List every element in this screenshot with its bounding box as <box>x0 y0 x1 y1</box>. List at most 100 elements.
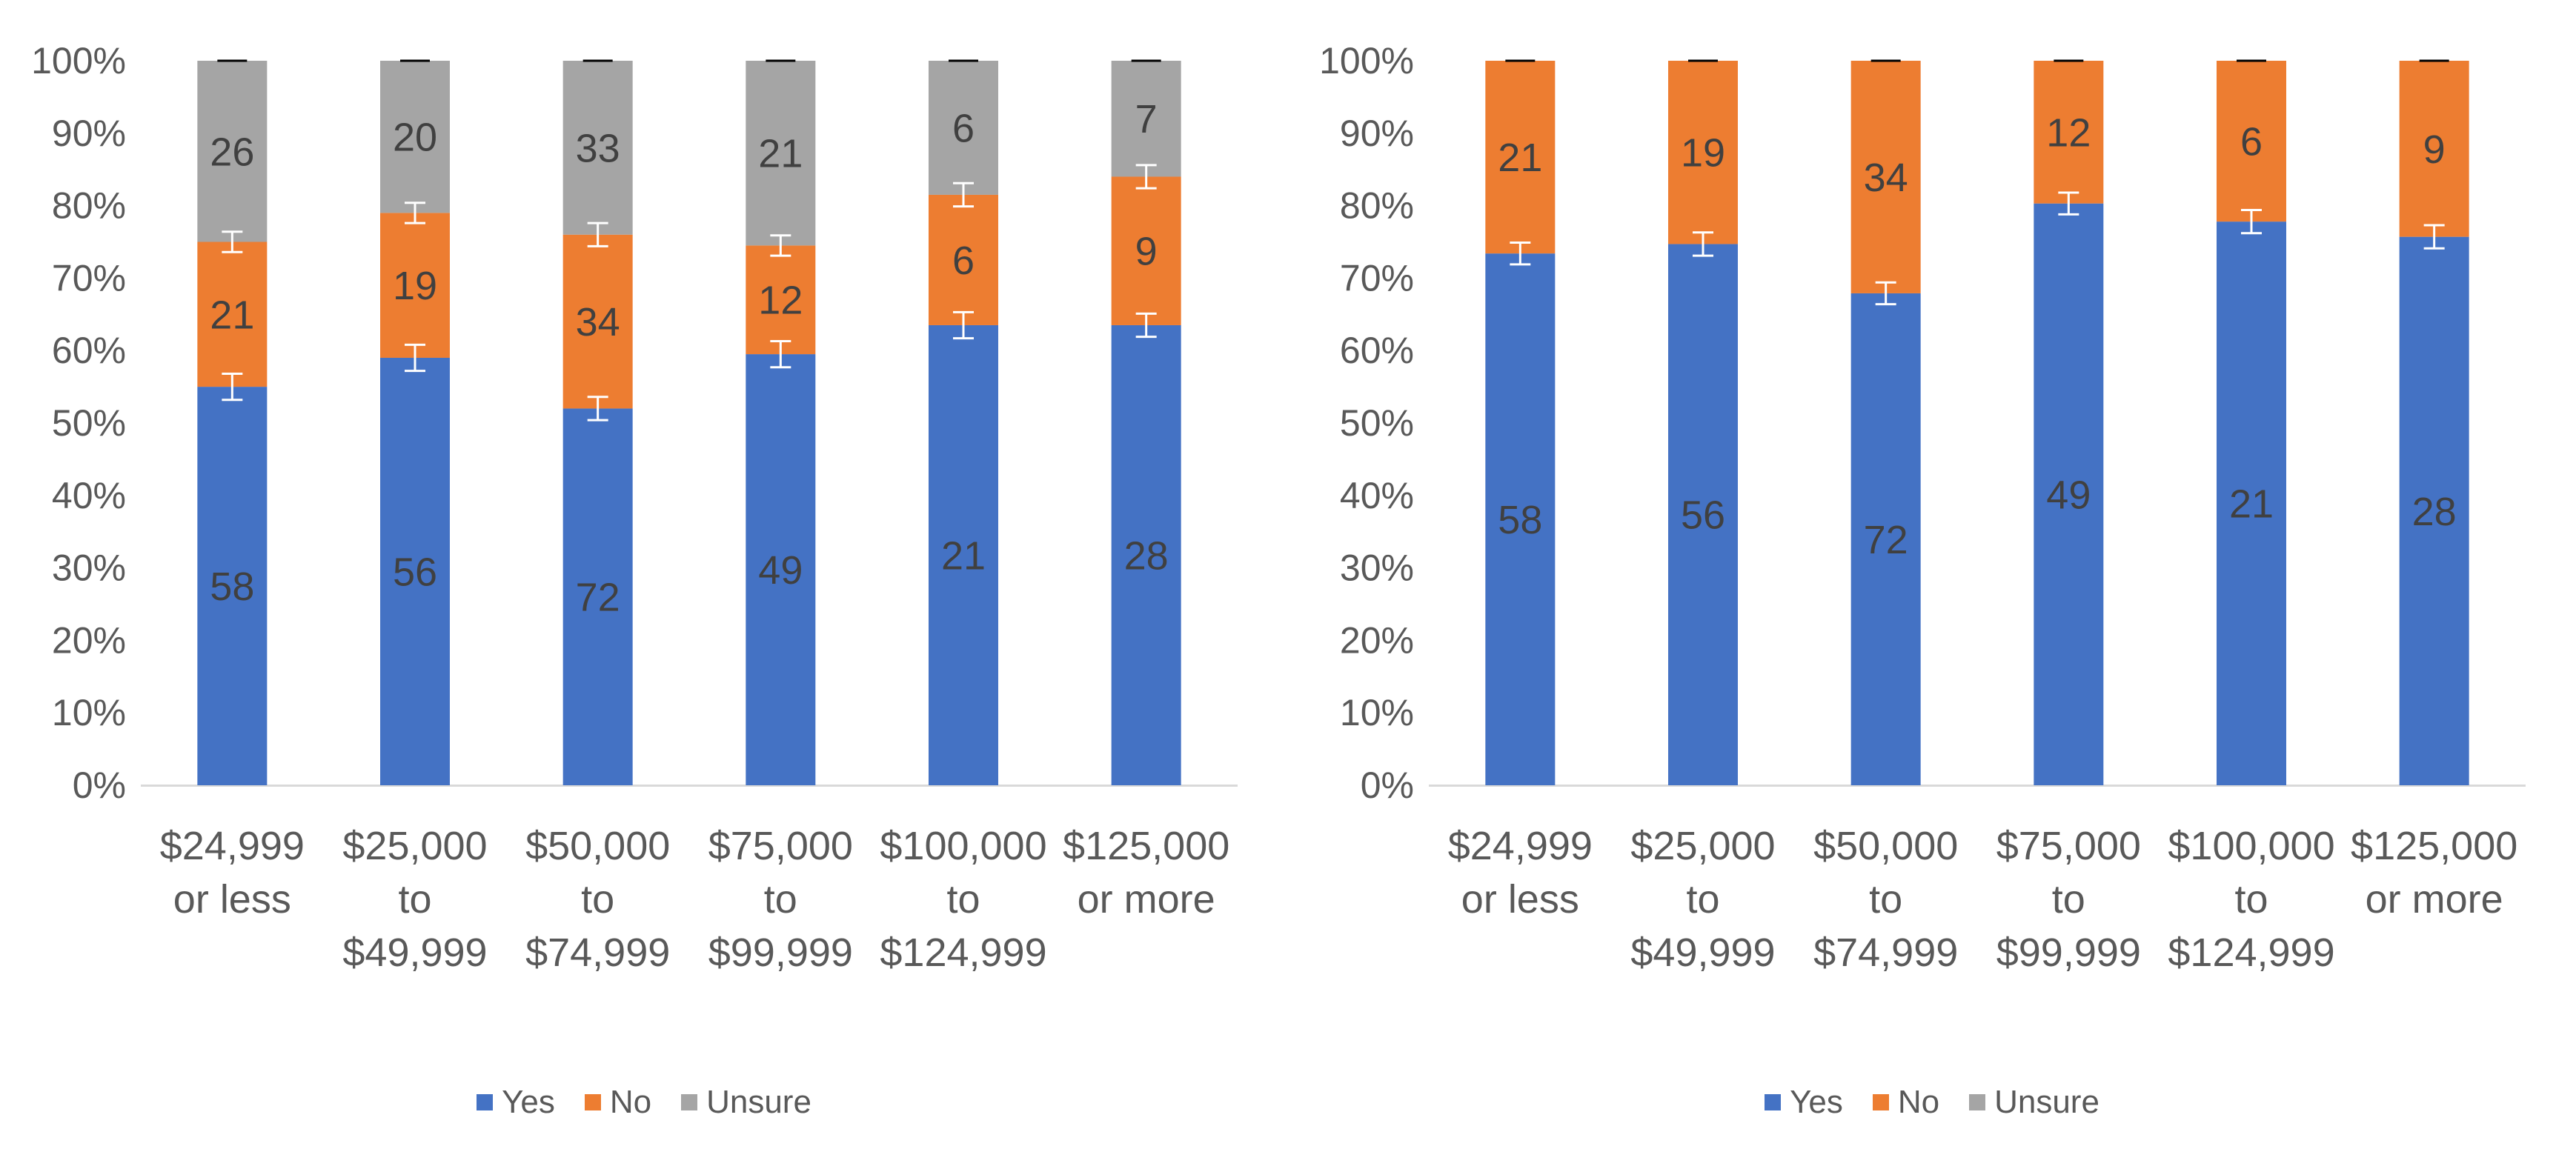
x-category-label: $125,000 or more <box>1063 824 1229 922</box>
bar-segment-unsure <box>929 61 998 195</box>
y-tick-label: 20% <box>52 619 126 661</box>
data-label: 12 <box>2046 110 2091 155</box>
data-label: 72 <box>576 576 620 620</box>
x-category-label: $25,000 to $49,999 <box>1630 824 1775 975</box>
error-bar <box>1135 312 1157 339</box>
data-label: 19 <box>393 264 437 308</box>
legend-item-yes: Yes <box>1765 1084 1843 1121</box>
bar-segment-no <box>746 245 816 355</box>
y-tick-label: 70% <box>52 257 126 299</box>
x-category-label: $100,000 to $124,999 <box>880 824 1046 975</box>
y-tick-label: 10% <box>1340 692 1414 733</box>
error-bar <box>770 339 791 369</box>
data-label: 21 <box>758 132 803 176</box>
error-bar <box>2241 208 2262 235</box>
x-category-label: $75,000 to $99,999 <box>708 824 853 975</box>
bar-segment-unsure <box>380 61 450 213</box>
legend-swatch <box>477 1094 494 1110</box>
legend-swatch <box>681 1094 698 1110</box>
y-tick-label: 30% <box>52 547 126 589</box>
bar-segment-yes <box>2399 236 2469 785</box>
legend-item-yes: Yes <box>477 1084 555 1121</box>
data-label: 9 <box>1135 230 1158 274</box>
legend-swatch <box>1872 1094 1889 1110</box>
bar-segment-no <box>1850 61 1921 293</box>
y-tick-label: 90% <box>52 113 126 154</box>
x-category-label: $24,999 or less <box>1448 824 1593 922</box>
bar-segment-yes <box>380 357 450 786</box>
legend-right: Yes No Unsure <box>1288 1080 2576 1125</box>
legend-swatch <box>1969 1094 1986 1110</box>
error-bar <box>222 230 243 253</box>
legend-item-unsure: Unsure <box>681 1084 811 1121</box>
data-label: 6 <box>2240 120 2263 164</box>
x-category-label: $125,000 or more <box>2351 824 2517 922</box>
data-label: 21 <box>2229 482 2274 527</box>
bar-segment-yes <box>562 408 633 785</box>
y-tick-label: 0% <box>73 765 126 806</box>
legend-label: Unsure <box>706 1084 811 1120</box>
bar-segment-no <box>1485 61 1556 254</box>
y-tick-label: 60% <box>1340 330 1414 371</box>
x-category-label: $75,000 to $99,999 <box>1996 824 2141 975</box>
error-bar <box>405 202 425 224</box>
bar-segment-yes <box>1485 253 1556 785</box>
bar-segment-no <box>1111 176 1181 325</box>
bar-segment-no <box>380 213 450 358</box>
data-label: 28 <box>1124 533 1169 578</box>
bar-segment-yes <box>2034 203 2104 785</box>
legend-label: Unsure <box>1994 1084 2099 1120</box>
data-label: 58 <box>1498 498 1542 542</box>
y-tick-label: 40% <box>1340 475 1414 516</box>
bar-segment-yes <box>2217 222 2286 786</box>
chart-left: 0% 10% 20% 30% 40% 50% 60% 70% 80% 90% 100% 58 21 26 $… <box>31 40 1238 975</box>
legend-label: Yes <box>1790 1084 1843 1120</box>
data-label: 72 <box>1864 518 1908 562</box>
error-bar <box>1693 231 1713 257</box>
bar-segment-no <box>2217 61 2286 222</box>
data-label: 34 <box>576 300 620 344</box>
legend-swatch <box>584 1094 601 1110</box>
bar-segment-unsure <box>197 61 268 242</box>
legend-label: No <box>1897 1084 1940 1120</box>
legend-item-no: No <box>584 1084 652 1121</box>
chart-panel-right: 0% 10% 20% 30% 40% 50% 60% 70% 80% 90% 100% 58 21 $24… <box>1288 0 2576 1149</box>
data-label: 49 <box>2046 473 2091 517</box>
legend-left: Yes No Unsure <box>0 1080 1288 1125</box>
y-tick-label: 30% <box>1340 547 1414 589</box>
y-tick-label: 60% <box>52 330 126 371</box>
y-tick-label: 80% <box>1340 185 1414 227</box>
y-tick-label: 10% <box>52 692 126 733</box>
error-bar <box>2058 191 2079 216</box>
data-label: 20 <box>393 116 437 160</box>
data-label: 21 <box>1498 136 1542 180</box>
y-tick-label: 80% <box>52 185 126 227</box>
bar-segment-yes <box>929 324 998 786</box>
bar-segment-unsure <box>746 61 816 246</box>
x-category-label: $50,000 to $74,999 <box>525 824 670 975</box>
data-label: 6 <box>952 239 975 283</box>
y-tick-label: 90% <box>1340 113 1414 154</box>
bar-segment-no <box>2034 61 2104 204</box>
bar-segment-unsure <box>562 61 633 235</box>
bar-segment-no <box>929 194 998 325</box>
data-label: 19 <box>1681 131 1725 176</box>
error-bar <box>587 222 608 247</box>
data-label: 49 <box>758 548 803 593</box>
bar-segment-yes <box>1111 324 1181 786</box>
x-category-label: $24,999 or less <box>160 824 305 922</box>
data-label: 58 <box>210 564 254 609</box>
error-bar <box>1875 281 1896 306</box>
legend-label: No <box>609 1084 652 1120</box>
bar-segment-yes <box>746 354 816 786</box>
y-tick-label: 100% <box>1319 40 1414 81</box>
bar-segment-unsure <box>1111 61 1181 177</box>
y-tick-label: 50% <box>1340 402 1414 444</box>
data-label: 21 <box>941 533 986 578</box>
x-category-label: $25,000 to $49,999 <box>342 824 487 975</box>
chart-right: 0% 10% 20% 30% 40% 50% 60% 70% 80% 90% 100% 58 21 $24… <box>1319 40 2526 975</box>
data-label: 56 <box>1681 493 1725 538</box>
data-label: 56 <box>393 550 437 594</box>
error-bar <box>953 310 974 340</box>
data-label: 7 <box>1135 97 1158 141</box>
